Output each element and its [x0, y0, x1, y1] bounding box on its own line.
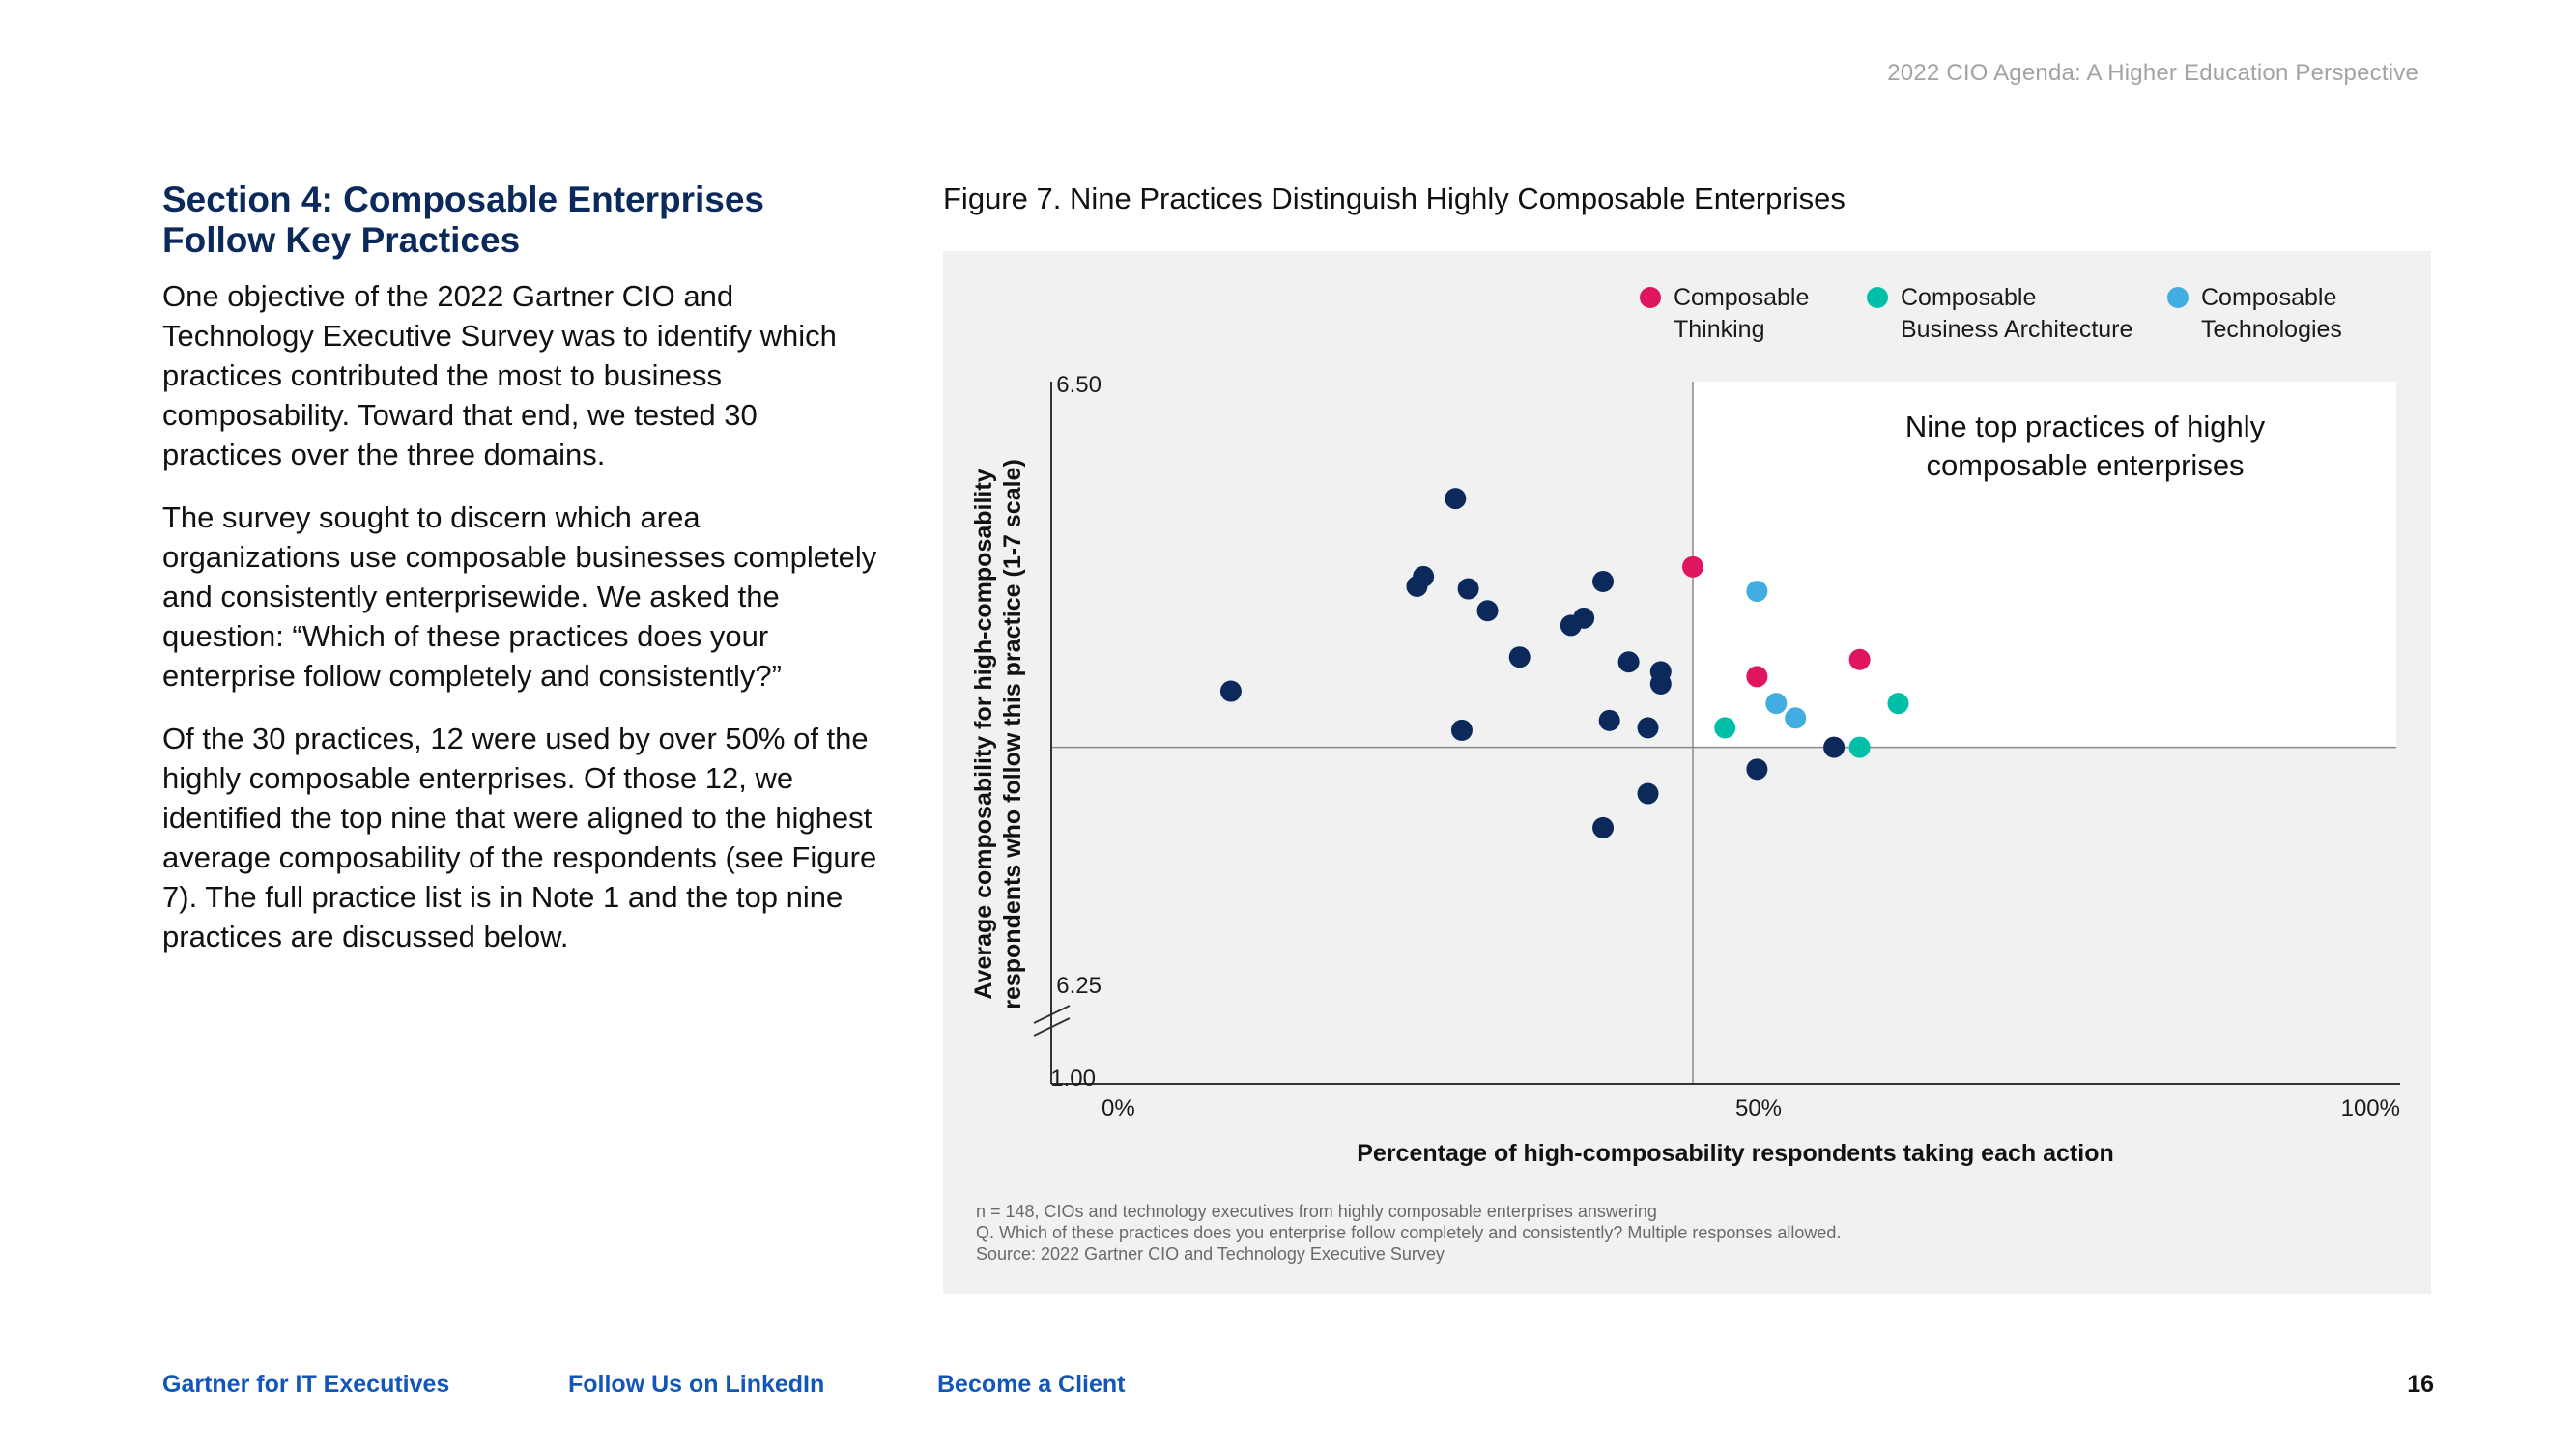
legend-swatch-technologies	[2167, 287, 2189, 308]
paragraph-1: One objective of the 2022 Gartner CIO an…	[162, 279, 837, 471]
point-thinking-2	[1746, 666, 1768, 688]
legend-swatch-architecture	[1867, 287, 1888, 308]
note-source: Source: 2022 Gartner CIO and Technology …	[976, 1244, 1445, 1264]
point-architecture-1	[1714, 717, 1736, 739]
note-question: Q. Which of these practices does you ent…	[976, 1223, 1841, 1242]
top-practices-label-line1: Nine top practices of highly	[1905, 410, 2266, 443]
point-other-5	[1457, 578, 1479, 600]
point-other-20	[1823, 736, 1846, 758]
point-architecture-3	[1887, 693, 1909, 715]
y-tick-origin: 1.00	[1050, 1065, 1096, 1092]
x-tick-0: 0%	[1102, 1095, 1135, 1122]
data-points	[1219, 488, 1909, 838]
running-header: 2022 CIO Agenda: A Higher Education Pers…	[1887, 60, 2419, 86]
figure-title: Figure 7. Nine Practices Distinguish Hig…	[943, 182, 1846, 215]
y-axis-title-line2: respondents who follow this practice (1-…	[999, 459, 1026, 1009]
legend-label-architecture-1: Composable	[1901, 284, 2036, 311]
legend: Composable Thinking Composable Business …	[1640, 284, 2342, 343]
point-other-4	[1413, 565, 1435, 587]
paragraph-3: Of the 30 practices, 12 were used by ove…	[162, 722, 877, 953]
note-n: n = 148, CIOs and technology executives …	[976, 1202, 1657, 1221]
y-tick-min: 6.25	[1056, 973, 1102, 999]
point-technologies-3	[1785, 707, 1807, 729]
legend-label-thinking-2: Thinking	[1674, 316, 1765, 343]
point-other-19	[1746, 758, 1768, 781]
top-practices-box	[1693, 382, 2396, 748]
x-axis-title: Percentage of high-composability respond…	[1357, 1140, 2113, 1167]
point-other-15	[1637, 782, 1659, 805]
x-tick-100: 100%	[2341, 1095, 2400, 1122]
point-thinking-1	[1682, 555, 1703, 578]
legend-label-thinking-1: Composable	[1674, 284, 1809, 311]
point-other-13	[1617, 651, 1640, 673]
point-other-8	[1508, 646, 1531, 668]
scatter-chart: Composable Thinking Composable Business …	[970, 284, 2400, 1264]
y-axis-break-mark-1	[1033, 1005, 1071, 1024]
chart-panel: Composable Thinking Composable Business …	[943, 251, 2431, 1294]
point-other-12	[1598, 709, 1620, 731]
legend-label-technologies-1: Composable	[2201, 284, 2336, 311]
point-thinking-3	[1848, 648, 1871, 670]
page-number: 16	[2407, 1371, 2434, 1398]
section-title-line1: Section 4: Composable Enterprises	[162, 180, 765, 219]
footer-link-linkedin[interactable]: Follow Us on LinkedIn	[568, 1371, 825, 1398]
y-axis-break-mark-2	[1033, 1017, 1071, 1037]
section-title-line2: Follow Key Practices	[162, 220, 521, 260]
legend-swatch-thinking	[1640, 287, 1661, 308]
point-other-11	[1592, 570, 1615, 592]
point-other-17	[1649, 661, 1672, 683]
point-other-10	[1573, 607, 1595, 629]
x-tick-50: 50%	[1735, 1095, 1782, 1122]
section-text: Section 4: Composable Enterprises Follow…	[162, 180, 877, 956]
legend-label-architecture-2: Business Architecture	[1901, 316, 2132, 343]
footer-link-gartner-it[interactable]: Gartner for IT Executives	[162, 1371, 450, 1398]
y-axis-title-line1: Average composability for high-composabi…	[970, 469, 997, 999]
footer-link-become-client[interactable]: Become a Client	[937, 1371, 1126, 1398]
top-practices-label-line2: composable enterprises	[1926, 448, 2244, 482]
point-other-2	[1445, 488, 1467, 510]
point-other-18	[1592, 816, 1615, 838]
y-axis-title: Average composability for high-composabi…	[970, 459, 1026, 1009]
point-other-1	[1219, 680, 1242, 702]
paragraph-2: The survey sought to discern which area …	[162, 500, 877, 693]
point-architecture-2	[1848, 736, 1871, 758]
y-tick-max: 6.50	[1056, 372, 1102, 398]
point-other-7	[1450, 719, 1473, 741]
legend-label-technologies-2: Technologies	[2201, 316, 2342, 343]
section-title: Section 4: Composable Enterprises Follow…	[162, 180, 877, 261]
point-technologies-1	[1746, 581, 1768, 603]
point-technologies-2	[1765, 693, 1788, 715]
point-other-14	[1637, 717, 1659, 739]
point-other-6	[1476, 600, 1499, 622]
